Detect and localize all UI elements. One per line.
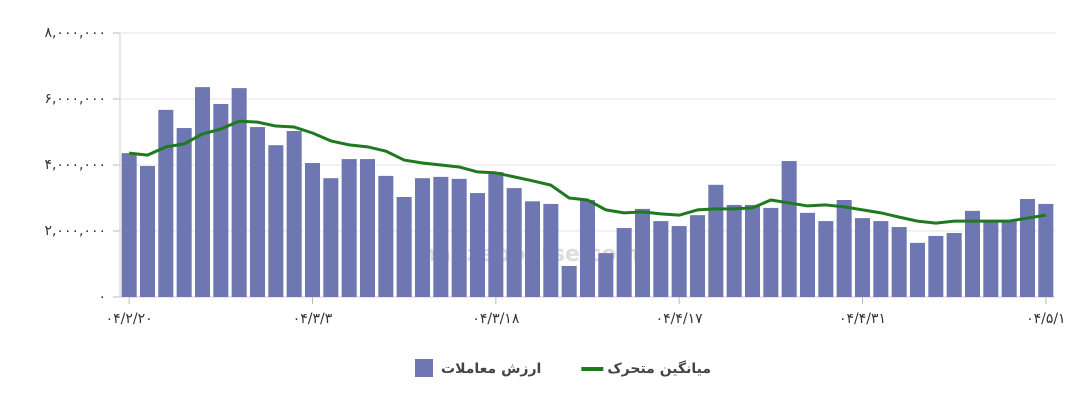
bar <box>359 159 376 297</box>
bar <box>121 153 137 297</box>
bar <box>689 215 706 297</box>
legend-line <box>581 367 604 371</box>
y-tick-label: ۴,۰۰۰,۰۰۰ <box>44 157 106 173</box>
y-tick-label: ۶,۰۰۰,۰۰۰ <box>44 91 106 107</box>
legend-label: ارزش معاملات <box>441 361 541 377</box>
x-tick-label: ۰۴/۲/۲۰ <box>106 311 153 327</box>
bar <box>928 235 944 297</box>
bar <box>561 265 577 297</box>
y-tick-label: ۸,۰۰۰,۰۰۰ <box>44 25 106 41</box>
bar <box>653 221 669 297</box>
bar <box>726 204 742 297</box>
bar <box>213 103 229 297</box>
bar <box>671 226 687 297</box>
bar <box>708 184 724 297</box>
bar <box>854 218 871 297</box>
legend-label: میانگین متحرک <box>607 360 711 377</box>
bar <box>451 178 467 297</box>
bar <box>1001 221 1017 297</box>
bar <box>836 199 852 297</box>
bar <box>304 163 321 297</box>
bar <box>818 221 834 297</box>
y-tick-label: ۲,۰۰۰,۰۰۰ <box>44 223 106 239</box>
bar <box>598 253 614 297</box>
x-tick-label: ۰۴/۳/۱۸ <box>472 311 520 327</box>
bar <box>469 193 486 297</box>
bar <box>909 242 926 297</box>
bar <box>543 203 559 297</box>
bar <box>946 232 962 297</box>
bar <box>158 109 174 297</box>
line <box>129 119 1047 225</box>
bar <box>414 178 431 297</box>
x-tick-label: ۰۴/۵/۱ <box>1026 311 1066 327</box>
bar <box>799 212 816 297</box>
x-tick-label: ۰۴/۳/۳ <box>293 311 333 327</box>
bar <box>964 210 981 297</box>
bar <box>579 199 596 297</box>
bar <box>1019 198 1036 297</box>
bar <box>286 131 302 297</box>
x-tick-label: ۰۴/۴/۱۷ <box>656 311 704 327</box>
bar <box>506 188 522 297</box>
bar <box>194 87 211 298</box>
bar <box>268 145 284 297</box>
bar <box>983 221 999 297</box>
bar <box>488 171 504 297</box>
bar <box>323 178 339 297</box>
bar <box>891 227 907 297</box>
bar <box>231 88 247 297</box>
legend-swatch <box>415 359 433 377</box>
bar <box>176 128 192 297</box>
bar <box>1038 203 1054 297</box>
bar <box>763 207 779 297</box>
bar <box>139 165 156 297</box>
bar <box>249 127 266 297</box>
bar <box>744 204 761 297</box>
bar <box>433 176 449 297</box>
x-tick-label: ۰۴/۴/۳۱ <box>839 311 886 327</box>
bar <box>341 159 357 297</box>
bar <box>616 228 632 297</box>
bar <box>524 201 541 297</box>
bar <box>396 197 412 297</box>
bar <box>378 175 394 297</box>
bar <box>873 221 889 297</box>
bar <box>634 208 651 297</box>
y-tick-label: ۰ <box>98 289 106 305</box>
bar <box>781 161 797 297</box>
